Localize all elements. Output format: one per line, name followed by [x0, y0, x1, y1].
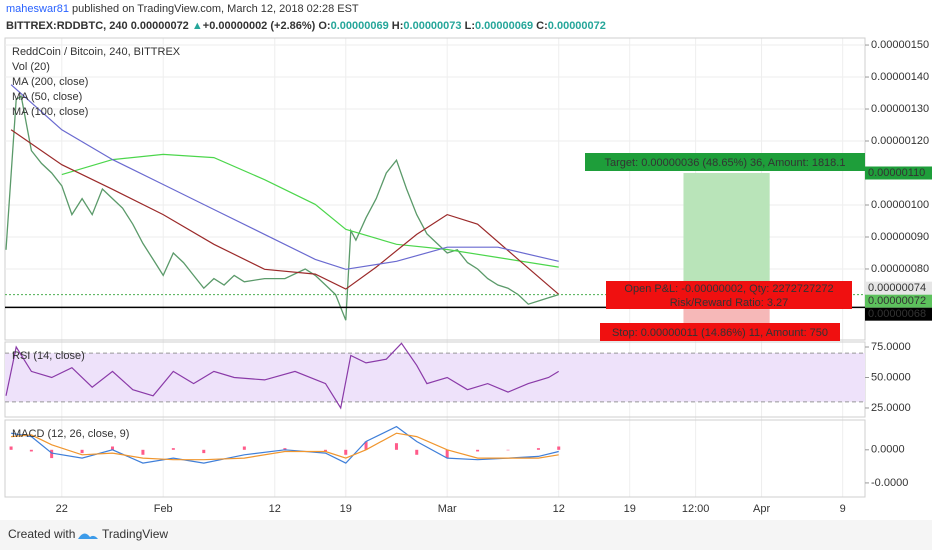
histogram-bar [344, 449, 348, 455]
y-tick-label: 0.00000130 [871, 103, 929, 115]
h-key: H: [392, 20, 404, 32]
price-badge-label: 0.00000072 [868, 295, 926, 307]
c-key: C: [536, 20, 548, 32]
series-line [11, 432, 559, 461]
series-line [10, 84, 559, 270]
annotation-text: Target: 0.00000036 (48.65%) 36, Amount: … [605, 157, 846, 169]
histogram-bar [242, 446, 246, 450]
rsi-band [5, 353, 865, 402]
histogram-bar [29, 449, 33, 452]
footer-created: Created with [8, 527, 75, 541]
price-badge [865, 166, 932, 180]
y-tick-label: -0.0000 [871, 477, 908, 489]
o-key: O: [318, 20, 330, 32]
histogram-bar [415, 449, 419, 455]
o-val: 0.00000069 [331, 20, 389, 32]
histogram-bar [80, 449, 84, 454]
y-tick-label: 75.0000 [871, 341, 911, 353]
annotation-box [585, 153, 865, 171]
price-badge [865, 281, 932, 295]
annotation-box [606, 295, 852, 309]
histogram-bar [171, 448, 175, 450]
indicator-label: Vol (20) [12, 61, 50, 73]
arrow: ▲ [192, 20, 203, 32]
change: +0.00000002 (+2.86%) [203, 20, 316, 32]
y-tick-label: 50.0000 [871, 371, 911, 383]
histogram-bar [50, 449, 54, 459]
panel-title: MACD (12, 26, close, 9) [12, 428, 129, 440]
symbol: BITTREX:RDDBTC, 240 [6, 20, 128, 32]
histogram-bar [202, 449, 206, 454]
panel-frame [4, 419, 866, 498]
series-line [5, 342, 560, 410]
legend-entry: MA (200, close) [12, 76, 88, 88]
y-tick-label: 0.00000100 [871, 199, 929, 211]
annotation-box [600, 323, 840, 341]
price-badge [865, 294, 932, 308]
y-tick-label: 0.00000140 [871, 71, 929, 83]
histogram-bar [9, 446, 13, 450]
header-line: maheswar81 published on TradingView.com,… [6, 3, 359, 15]
histogram-bar [557, 446, 561, 450]
panel-frame [4, 37, 866, 341]
price-badge-label: 0.00000068 [868, 308, 926, 320]
histogram-bar [394, 443, 398, 450]
published: published on TradingView.com, March 12, … [72, 3, 359, 15]
histogram-bar [141, 449, 145, 455]
l-val: 0.00000069 [475, 20, 533, 32]
footer-brand[interactable]: TradingView [102, 527, 168, 541]
annotation-text: Risk/Reward Ratio: 3.27 [670, 297, 789, 309]
y-tick-label: 0.0000 [871, 444, 905, 456]
x-tick-label: 19 [340, 503, 352, 515]
x-tick-label: 12:00 [682, 503, 710, 515]
histogram-bar [364, 441, 368, 450]
panel-title: ReddCoin / Bitcoin, 240, BITTREX [12, 46, 181, 58]
target-zone [683, 173, 770, 289]
x-tick-label: 19 [624, 503, 636, 515]
y-tick-label: 25.0000 [871, 402, 911, 414]
price-badge-label: 0.00000110 [868, 167, 925, 179]
last: 0.00000072 [131, 20, 189, 32]
legend-entry: MA (100, close) [12, 106, 88, 118]
histogram-bar [476, 449, 480, 452]
y-tick-label: 0.00000150 [871, 39, 929, 51]
brand-logo [78, 533, 98, 539]
annotation-text: Open P&L: -0.00000002, Qty: 2272727272 [624, 283, 833, 295]
h-val: 0.00000073 [403, 20, 461, 32]
x-tick-label: Mar [438, 503, 457, 515]
symbol-line: BITTREX:RDDBTC, 240 0.00000072 ▲+0.00000… [6, 20, 606, 32]
histogram-bar [111, 446, 114, 450]
x-tick-label: Feb [154, 503, 173, 515]
x-tick-label: Apr [753, 503, 770, 515]
x-tick-label: 12 [269, 503, 281, 515]
x-tick-label: 12 [553, 503, 565, 515]
histogram-bar [536, 448, 540, 450]
footer-bar [0, 520, 932, 550]
y-tick-label: 0.00000120 [871, 135, 929, 147]
legend-entry: MA (50, close) [12, 91, 82, 103]
panel-title: RSI (14, close) [12, 350, 85, 362]
annotation-text: Stop: 0.00000011 (14.86%) 11, Amount: 75… [612, 327, 828, 339]
x-tick-label: 9 [840, 503, 846, 515]
series-line [5, 95, 559, 321]
annotation-box [606, 281, 852, 295]
l-key: L: [465, 20, 475, 32]
series-line [61, 153, 559, 268]
price-badge-label: 0.00000074 [868, 282, 926, 294]
series-line [10, 129, 560, 295]
histogram-bar [323, 449, 327, 452]
y-tick-label: 0.00000090 [871, 231, 929, 243]
histogram-bar [506, 449, 510, 451]
x-tick-label: 22 [56, 503, 68, 515]
y-tick-label: 0.00000080 [871, 263, 929, 275]
histogram-bar [283, 448, 287, 450]
histogram-bar [445, 449, 449, 459]
c-val: 0.00000072 [548, 20, 606, 32]
author[interactable]: maheswar81 [6, 3, 69, 15]
price-badge [865, 307, 932, 321]
